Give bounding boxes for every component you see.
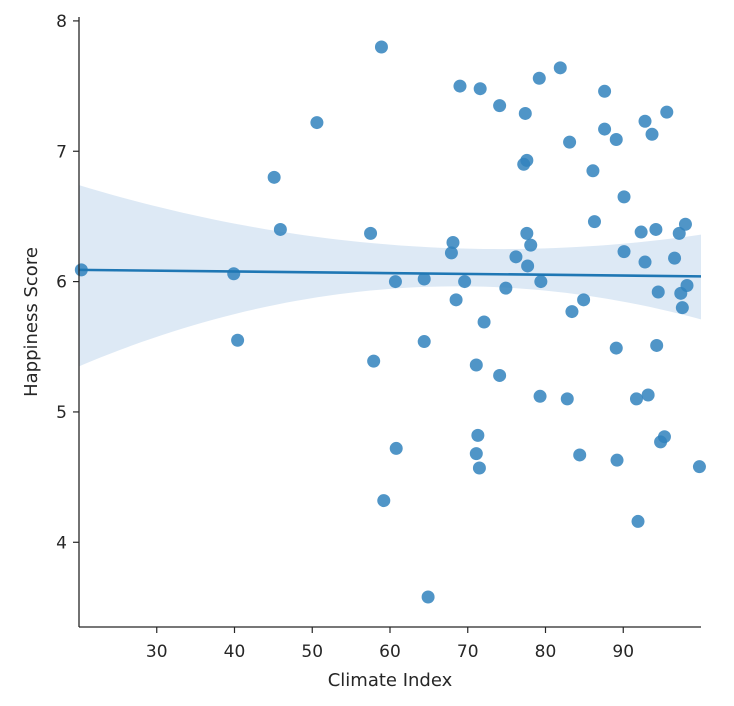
data-point [273,222,287,236]
data-point [598,122,612,136]
x-tick-label: 50 [301,642,323,662]
data-point [649,222,663,236]
x-tick-label: 80 [535,642,557,662]
data-point [638,255,652,269]
x-axis-title: Climate Index [328,670,453,691]
y-tick-label: 6 [56,273,67,293]
data-point [499,281,513,295]
data-point [668,251,682,265]
data-point [471,428,485,442]
y-tick-label: 8 [56,12,67,32]
data-point [645,127,659,141]
data-point [389,441,403,455]
data-point [610,453,624,467]
data-point [617,245,631,259]
data-point [680,279,694,292]
data-point [493,368,507,382]
y-tick-label: 5 [56,403,67,423]
data-point [629,392,643,406]
data-point [675,301,689,315]
data-point [446,235,460,249]
data-point [417,272,431,286]
data-point [473,82,487,96]
data-point [469,447,483,461]
data-point [534,275,548,289]
data-point [518,106,532,120]
data-point [231,333,245,347]
data-point [586,164,600,178]
data-point [634,225,648,239]
data-point [532,71,546,85]
data-point [638,114,652,128]
y-ticks: 4 5 6 7 8 [56,12,79,553]
data-point [417,335,431,349]
data-point [563,135,577,149]
x-tick-label: 90 [612,642,634,662]
data-point [678,217,692,231]
confidence-band-layer [79,185,701,367]
data-point [227,267,241,281]
data-point [521,259,535,273]
data-point [509,250,523,264]
data-point [520,153,534,167]
data-point [641,388,655,402]
y-axis-title: Happiness Score [21,247,42,397]
data-point [587,215,601,229]
data-point [609,133,623,147]
data-point [553,61,567,75]
data-point [377,494,391,508]
data-point [493,99,507,113]
regression-line [78,268,702,278]
data-point [388,275,402,289]
data-point [631,514,645,528]
data-point [672,226,686,240]
data-point [524,238,538,252]
points-layer [74,40,706,604]
data-point [472,461,486,475]
data-point [565,305,579,319]
data-point [267,170,281,184]
data-point [657,430,671,444]
data-point [374,40,388,54]
data-point [458,275,472,289]
data-point [367,354,381,368]
data-point [660,105,674,119]
x-ticks: 30 40 50 60 70 80 90 [146,627,634,662]
data-point [449,293,463,307]
y-tick-label: 7 [56,142,67,162]
data-point [692,460,706,474]
data-point [650,338,664,352]
confidence-band [79,185,701,367]
data-point [477,315,491,329]
data-point [598,84,612,98]
x-tick-label: 40 [224,642,246,662]
data-point [573,448,587,462]
data-point [421,590,435,604]
regression-line-layer [78,268,702,278]
data-point [609,341,623,355]
data-point [651,285,665,299]
data-point [617,190,631,204]
data-point [560,392,574,406]
data-point [310,116,324,130]
data-point [577,293,591,307]
data-point [453,79,467,93]
data-point [469,358,483,372]
data-point [533,389,547,403]
x-tick-label: 30 [146,642,168,662]
data-point [444,246,458,260]
x-tick-label: 60 [379,642,401,662]
x-tick-label: 70 [457,642,479,662]
data-point [364,226,378,240]
y-tick-label: 4 [56,533,67,553]
data-point [520,226,534,240]
